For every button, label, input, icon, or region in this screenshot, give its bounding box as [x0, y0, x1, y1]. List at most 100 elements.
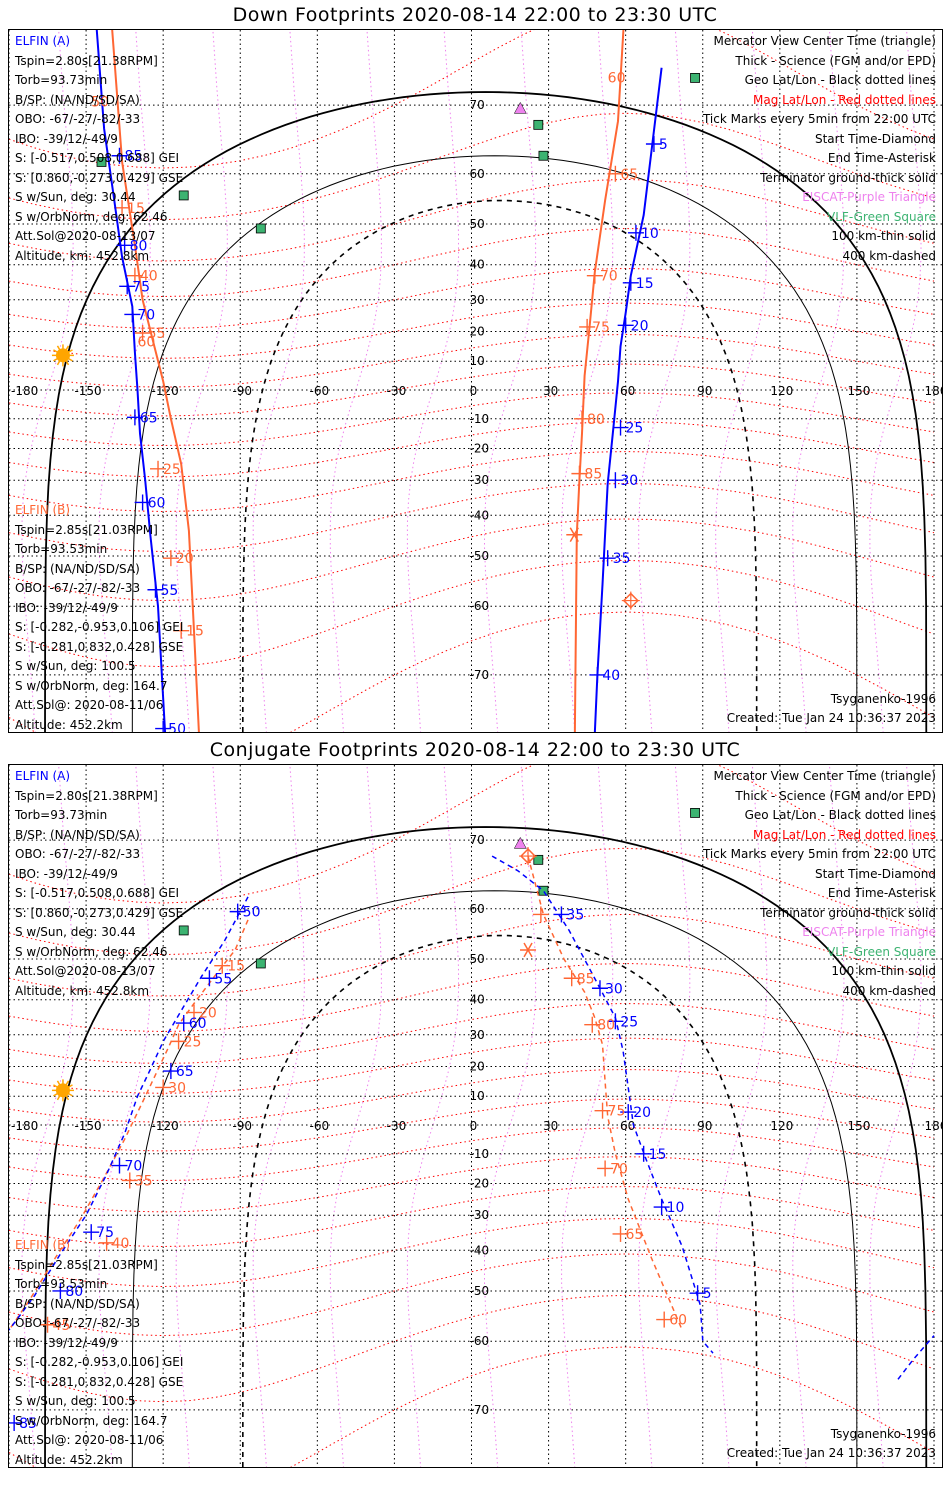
elfin-b-title: ELFIN (B) [15, 503, 71, 517]
legend-item: End Time-Asterisk [827, 151, 936, 165]
elfin-b-line: Altitude: 452.2km [15, 717, 123, 732]
legend-item: End Time-Asterisk [827, 886, 936, 900]
x-tick-label: -120 [152, 1119, 179, 1133]
y-tick-label: 30 [470, 1028, 485, 1042]
tick-label: 10 [641, 226, 659, 242]
track-line [527, 855, 683, 1331]
y-tick-label: 20 [470, 1059, 485, 1073]
mag-lat-line [9, 913, 935, 997]
footer-right: Tsyganenko-1996 Created: Tue Jan 24 10:3… [727, 690, 936, 728]
tick-label: 25 [184, 1034, 202, 1050]
mag-lon-line [715, 30, 768, 732]
elfin-a-line: S w/Sun, deg: 30.44 [15, 925, 136, 939]
chart-title: Conjugate Footprints 2020-08-14 22:00 to… [209, 739, 741, 761]
sun-icon [51, 344, 74, 367]
eiscat-triangle-icon [513, 101, 527, 114]
y-tick-label: 50 [470, 217, 485, 231]
elfin-a-line: S w/Sun, deg: 30.44 [15, 190, 136, 204]
y-tick-label: -10 [470, 412, 490, 426]
vlf-square-icon [178, 190, 189, 201]
tick-label: 80 [65, 1284, 83, 1300]
tick-label: 30 [168, 1080, 186, 1096]
mag-lat-line [9, 518, 935, 602]
x-tick-label: 150 [847, 1119, 870, 1133]
tick-label: 15 [186, 624, 204, 640]
x-tick-label: -180 [11, 384, 38, 398]
x-tick-label: -90 [232, 384, 252, 398]
legend-item: Terminator ground-thick solid [760, 170, 936, 185]
mag-lon-line [869, 765, 922, 1467]
tick-label: 60 [148, 495, 166, 511]
mag-lon-line [406, 30, 459, 732]
x-tick-label: -150 [74, 384, 101, 398]
tick-label: 5 [659, 137, 668, 153]
chart-title: Down Footprints 2020-08-14 22:00 to 23:3… [232, 4, 718, 26]
tick-label: 75 [132, 279, 150, 295]
y-tick-label: -30 [470, 1208, 490, 1222]
tick-label: 20 [631, 318, 649, 334]
track-line [9, 896, 249, 1331]
terminator-line [44, 91, 928, 732]
tick-label: 60 [669, 1313, 687, 1329]
end-asterisk [520, 942, 537, 958]
tick-label: 40 [112, 1236, 130, 1252]
x-tick-label: 180 [925, 384, 942, 398]
track-line [111, 30, 200, 732]
elfin-b-info: ELFIN (B) Tspin=2.85s[21.03RPM] Torb=93.… [15, 1236, 183, 1467]
tick-label: 10 [667, 1200, 685, 1216]
y-tick-label: 40 [470, 258, 485, 272]
x-tick-label: 180 [925, 1119, 942, 1133]
elfin-a-line: IBO: -39/12/-49/9 [15, 866, 118, 881]
map-panel-down: -180-150-120-90-60-300306090120150180-70… [8, 29, 943, 733]
tick-label: 85 [577, 971, 595, 987]
tick-label: 50 [168, 722, 186, 732]
tick-label: 75 [608, 1104, 626, 1120]
vlf-square-icon [533, 854, 544, 865]
mag-lon-line [98, 30, 151, 732]
legend-item: Geo Lat/Lon - Black dotted lines [744, 808, 936, 822]
y-tick-label: 40 [470, 993, 485, 1007]
y-tick-label: 60 [470, 902, 485, 916]
track-line [9, 919, 249, 1331]
tick-label: 55 [160, 583, 178, 599]
y-tick-label: 60 [470, 167, 485, 181]
tick-label: 5 [703, 1286, 712, 1302]
mag-lon-line [638, 765, 691, 1467]
x-tick-label: 0 [470, 384, 478, 398]
elfin-b-line: IBO: -39/12/-49/9 [15, 1335, 118, 1350]
mag-lon-line [561, 30, 614, 732]
elfin-a-line: IBO: -39/12/-49/9 [15, 131, 118, 146]
track-label: 60 [137, 335, 155, 351]
tick-label: 35 [135, 1173, 153, 1189]
mag-lat-line [9, 611, 935, 732]
y-tick-label: -40 [470, 1243, 490, 1257]
track-label: 60 [608, 71, 626, 87]
elfin-b-line: B/SP: (NA/ND/SD/SA) [15, 1296, 140, 1311]
tick-label: 85 [124, 149, 142, 165]
vlf-square-icon [178, 925, 189, 936]
legend-item: Mercator View Center Time (triangle) [713, 769, 936, 783]
elfin-b-line: S w/Sun, deg: 100.5 [15, 659, 136, 673]
mag-lon-line [252, 765, 305, 1467]
terminator-line [44, 826, 928, 1467]
legend-item: 100 km-thin solid [831, 229, 936, 243]
end-asterisk [566, 527, 583, 543]
tick-label: 40 [602, 668, 620, 684]
tick-label: 40 [140, 269, 158, 285]
sun-disk [55, 348, 70, 363]
legend-item: Thick - Science (FGM and/or EPD) [735, 788, 936, 803]
legend-item: EISCAT-Purple Triangle [802, 190, 936, 204]
tick-label: 65 [140, 410, 158, 426]
y-tick-label: -30 [470, 473, 490, 487]
x-tick-label: -180 [11, 1119, 38, 1133]
y-tick-label: -60 [470, 599, 490, 613]
tick-label: 80 [130, 238, 148, 254]
legend-item: EISCAT-Purple Triangle [802, 925, 936, 939]
mag-lon-line [329, 765, 382, 1467]
mag-lon-line [21, 765, 74, 1467]
terminator-100km [131, 890, 858, 1467]
mag-lon-line [869, 30, 922, 732]
legend-item: Start Time-Diamond [814, 866, 936, 881]
y-tick-label: -50 [470, 1284, 490, 1298]
terminator-400km [242, 934, 758, 1467]
